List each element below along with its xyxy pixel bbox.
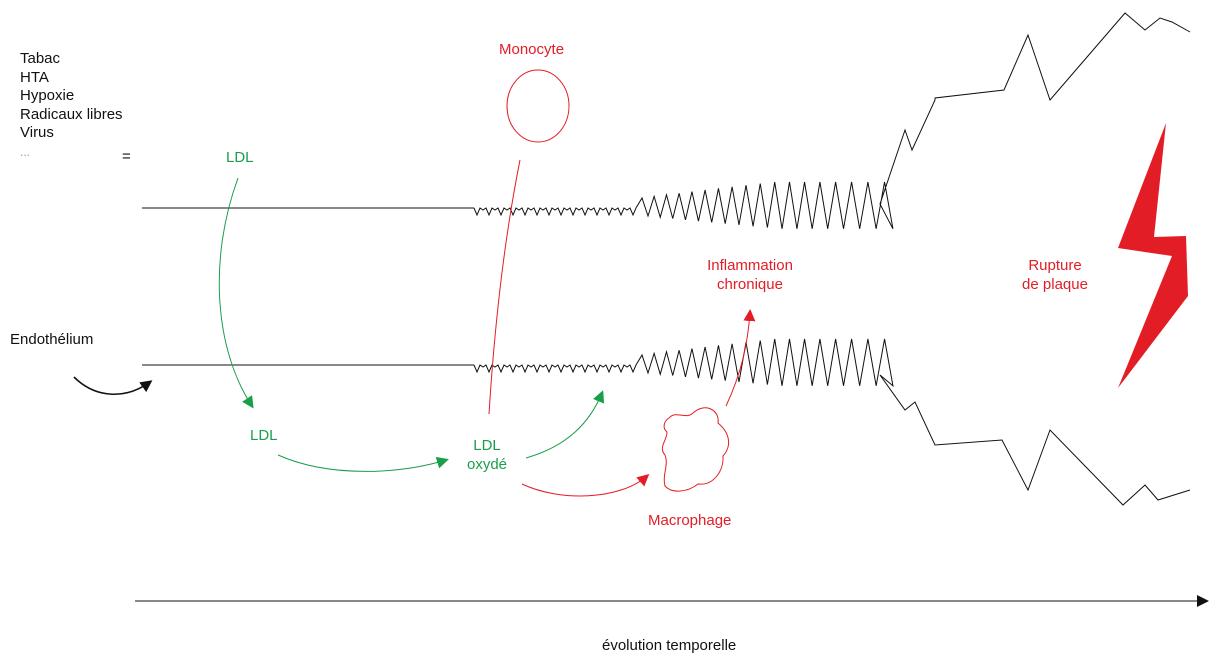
label-ldl-top: LDL [226,149,254,166]
label-rupture-line2: de plaque [1022,276,1088,293]
risk-factor-ellipsis: ... [20,144,31,159]
label-monocyte: Monocyte [499,41,565,58]
equals-sign: = [122,148,131,165]
risk-factor-item: HTA [20,68,49,86]
arrow-ldl-oxyde-to-macrophage [521,474,650,497]
risk-factor-item: Hypoxie [20,87,75,104]
risk-factor-item: Virus [20,124,54,141]
arrow-endothelium [73,376,153,395]
risk-factors-list: Tabac HTA Hypoxie Radicaux libres Virus … [20,50,123,161]
arrow-ldl-oxidation [277,454,449,472]
arrow-ldl-oxyde-to-wall [525,390,605,459]
lightning-bolt-icon [1118,123,1188,388]
vessel-wall-bottom-plaque [473,338,1191,506]
label-macrophage: Macrophage [648,512,732,529]
label-ldl-oxyde-line1: LDL [473,437,501,454]
monocyte-cell [506,69,570,143]
vessel-wall-top-plaque [473,12,1191,230]
risk-factor-item: Tabac [20,50,61,67]
label-time-axis: évolution temporelle [602,637,737,654]
label-ldl-mid: LDL [250,427,278,444]
arrow-macrophage-to-inflammation [725,309,756,407]
arrow-ldl-entry [218,177,254,409]
label-rupture-line1: Rupture [1028,257,1082,274]
label-endothelium: Endothélium [10,331,94,348]
macrophage-cell [661,407,730,492]
label-inflammation-line1: Inflammation [707,257,793,274]
label-ldl-oxyde-line2: oxydé [466,456,508,473]
risk-factor-item: Radicaux libres [20,105,123,123]
monocyte-migration-line [488,159,521,415]
label-inflammation-line2: chronique [717,276,783,293]
